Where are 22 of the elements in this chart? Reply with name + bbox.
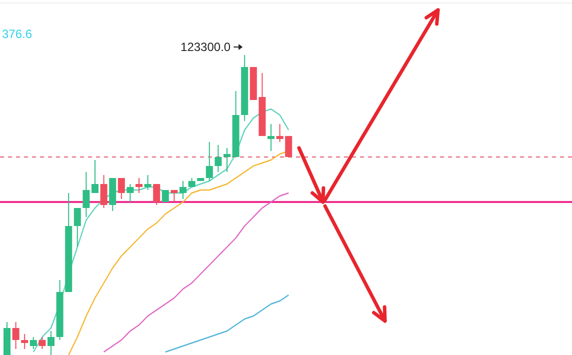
candlestick (224, 148, 230, 172)
candlestick (170, 190, 178, 202)
candlestick (206, 142, 213, 182)
candlestick (82, 172, 90, 218)
candlestick (21, 334, 28, 350)
candlestick (74, 208, 81, 248)
text: 376.6 (2, 27, 32, 41)
text: 123300.0 (180, 40, 231, 54)
candlestick (153, 184, 160, 206)
candlestick (126, 184, 134, 202)
candlestick (38, 336, 46, 350)
candlestick (30, 336, 37, 350)
candlestick (12, 322, 20, 350)
candlestick (48, 330, 54, 355)
candlestick (136, 178, 142, 194)
candlestick (118, 178, 125, 200)
candlestick (100, 174, 108, 208)
candlestick (92, 160, 98, 194)
candlestick (268, 124, 274, 152)
candlestick (214, 144, 222, 172)
candlestick (180, 180, 186, 200)
candlestick (144, 174, 152, 190)
